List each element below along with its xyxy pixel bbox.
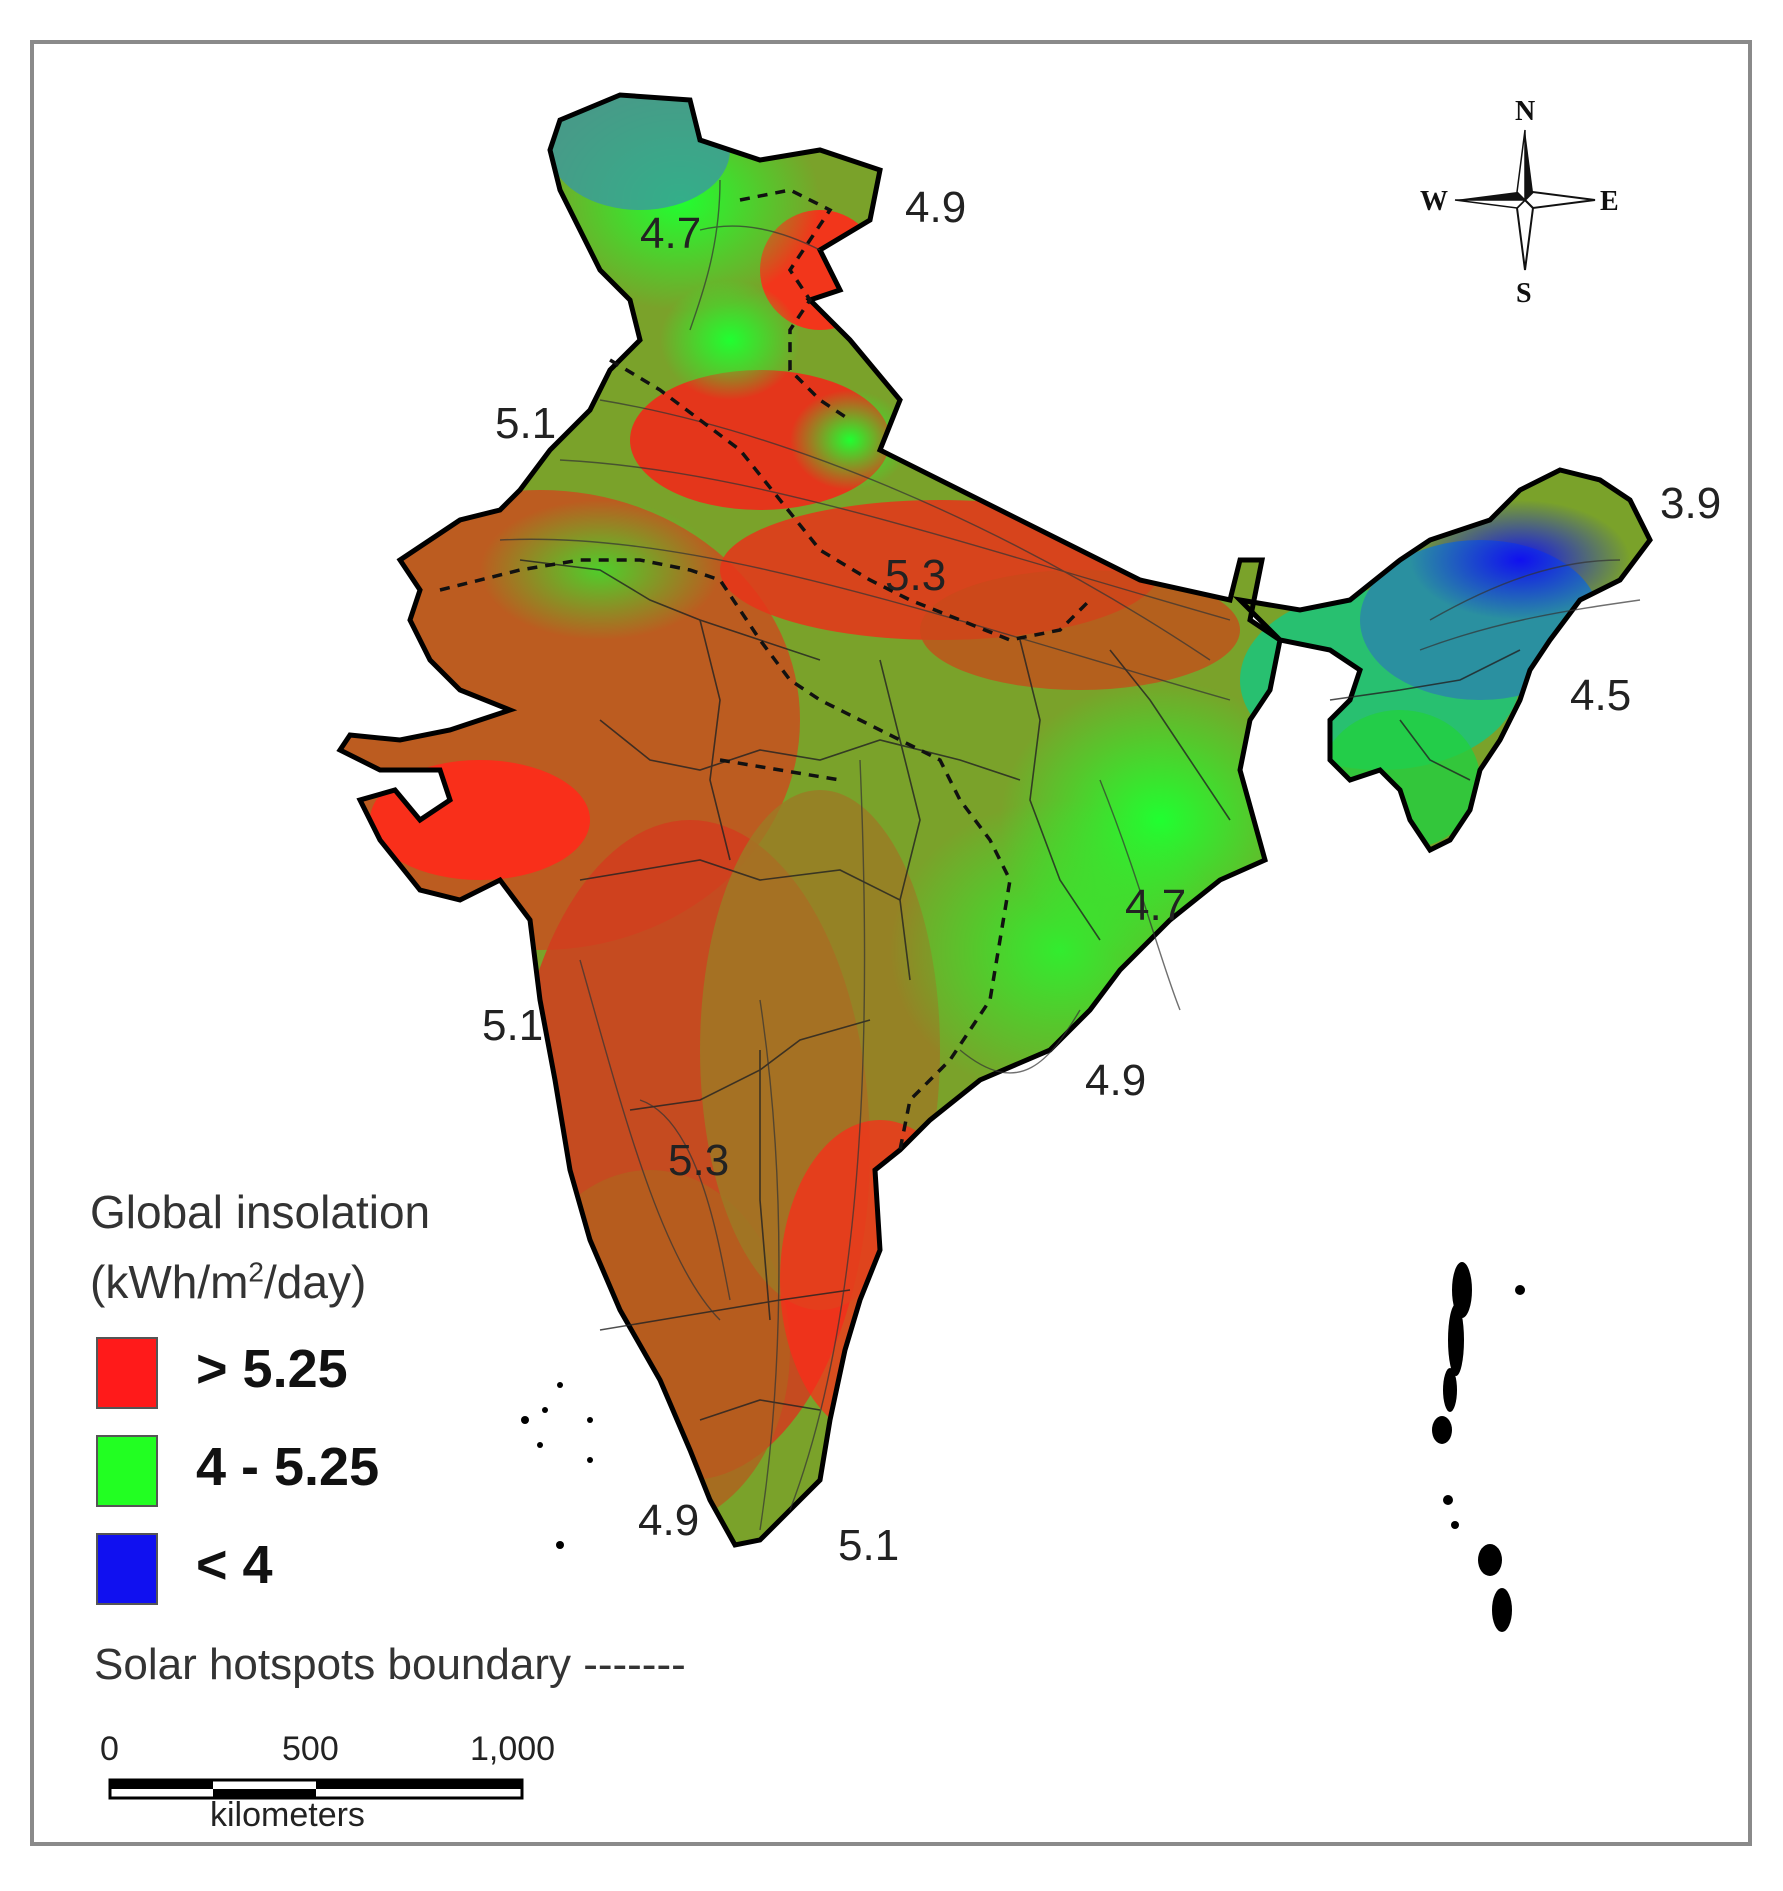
contour-labels: 4.7 4.9 5.1 5.3 3.9 4.5 4.7 5.1 4.9 5.3 … — [482, 183, 1721, 1570]
contour-label: 4.7 — [1125, 881, 1186, 930]
contour-label: 5.1 — [838, 1521, 899, 1570]
scale-bar — [108, 1778, 524, 1800]
legend-swatch-high — [96, 1337, 158, 1409]
legend-swatch-low — [96, 1533, 158, 1605]
contour-label: 5.3 — [885, 551, 946, 600]
compass-south-label: S — [1516, 278, 1532, 309]
legend-label-high: > 5.25 — [196, 1339, 348, 1399]
contour-label: 4.9 — [1085, 1056, 1146, 1105]
scale-unit-label: kilometers — [210, 1796, 365, 1834]
contour-label: 5.3 — [668, 1136, 729, 1185]
hotspot-boundary-note: Solar hotspots boundary ------- — [94, 1640, 686, 1689]
legend-swatch-medium — [96, 1435, 158, 1507]
lakshadweep-islands — [521, 1382, 593, 1549]
andaman-islands — [1432, 1262, 1525, 1632]
contour-label: 4.9 — [905, 183, 966, 232]
contour-label: 4.9 — [638, 1496, 699, 1545]
contour-label: 3.9 — [1660, 479, 1721, 528]
legend-label-medium: 4 - 5.25 — [196, 1437, 380, 1497]
contour-label: 4.5 — [1570, 671, 1631, 720]
legend-label-low: < 4 — [196, 1535, 273, 1595]
scale-tick-1000: 1,000 — [470, 1730, 556, 1768]
contour-label: 5.1 — [495, 399, 556, 448]
legend-units: (kWh/m2/day) — [90, 1255, 366, 1309]
legend-units-prefix: (kWh/m — [90, 1256, 249, 1308]
contour-label: 5.1 — [482, 1001, 543, 1050]
compass-west-label: W — [1420, 186, 1448, 217]
compass-north-label: N — [1515, 96, 1535, 127]
compass-east-label: E — [1600, 186, 1619, 217]
compass-rose: N S E W — [1420, 96, 1619, 309]
scale-tick-500: 500 — [282, 1730, 339, 1768]
legend-title: Global insolation — [90, 1186, 431, 1238]
contour-label: 4.7 — [640, 209, 701, 258]
legend-units-suffix: /day) — [264, 1256, 367, 1308]
scale-tick-0: 0 — [100, 1730, 119, 1768]
legend-units-sup: 2 — [248, 1256, 264, 1288]
